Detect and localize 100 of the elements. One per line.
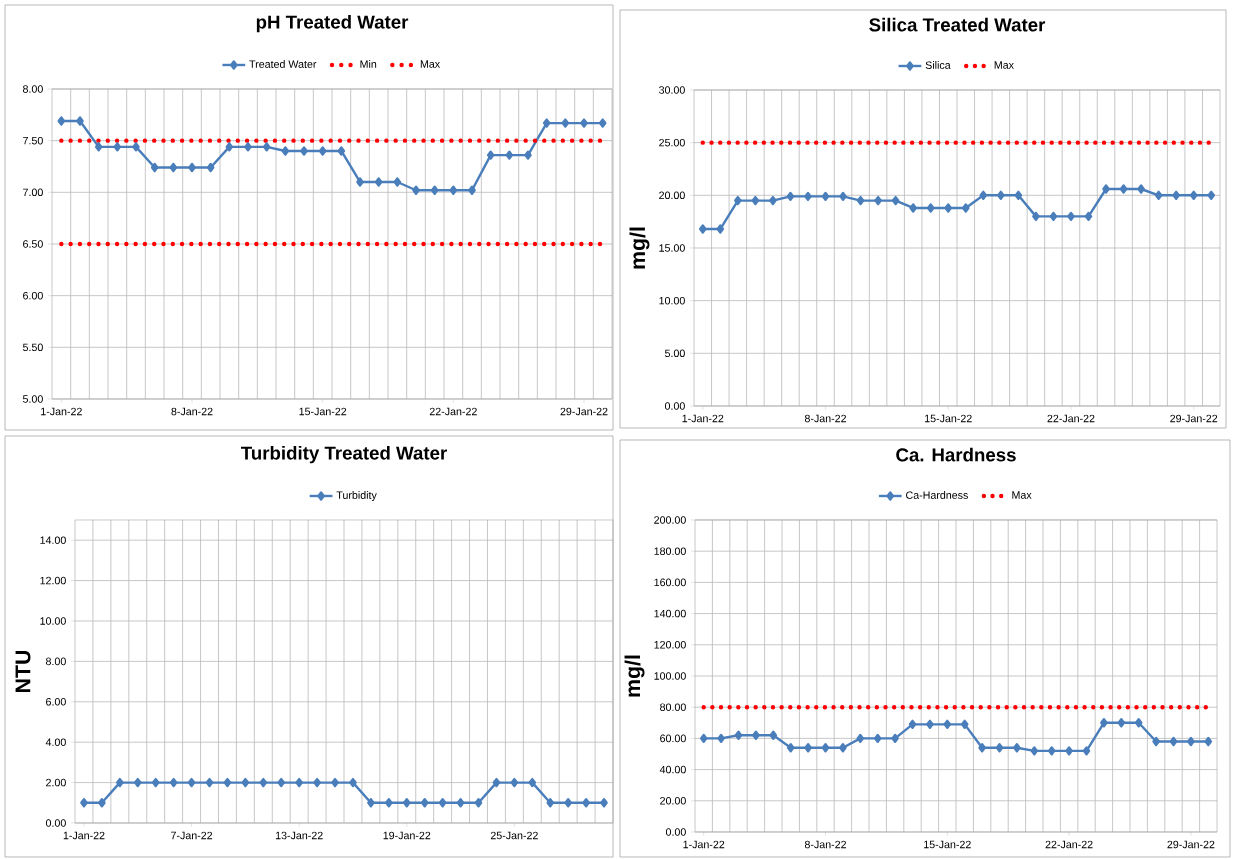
y-tick-label: 0.00 [665,828,686,836]
point [468,185,476,195]
point [1117,718,1126,728]
y-tick-label: 160.00 [654,578,686,587]
y-tick-label: 20.00 [660,797,686,805]
point [908,719,917,730]
x-tick-label: 15-Jan-22 [299,407,347,416]
point [734,195,742,206]
point [1137,184,1145,194]
point [734,730,743,740]
point [960,719,969,730]
point [1030,746,1039,756]
point [752,730,760,740]
point [1187,736,1195,747]
y-tick-label: 20.00 [659,191,685,200]
y-tick-label: 60.00 [660,734,686,743]
point [1082,746,1091,756]
point [961,203,970,213]
point [225,142,234,152]
point [1152,736,1160,747]
point [856,195,865,206]
x-tick-label: 13-Jan-22 [275,831,323,840]
y-axis-title: NTU [15,650,31,692]
y-tick-label: 4.00 [45,738,66,746]
x-tick-label: 29-Jan-22 [560,407,608,416]
x-tick-label: 29-Jan-22 [1167,840,1215,849]
x-tick-label: 19-Jan-22 [383,831,431,840]
point [486,150,495,160]
x-tick-label: 15-Jan-22 [924,840,971,849]
point [786,743,795,753]
point [1065,746,1073,756]
y-tick-label: 100.00 [654,672,686,680]
point [1067,211,1075,222]
point [1014,190,1023,200]
point [580,118,588,128]
legend-label: Turbidity [336,491,377,502]
y-tick-label: 30.00 [659,86,685,94]
point [804,743,812,753]
y-tick-label: 14.00 [40,536,66,544]
point [337,146,346,156]
point [839,191,847,202]
point [1013,743,1021,753]
point [262,142,271,152]
point [524,150,532,160]
point [1169,736,1178,747]
point [717,733,725,744]
point [698,224,707,234]
chart-title: Ca. Hardness [896,447,1016,462]
point [113,142,122,152]
point [1102,184,1110,194]
point [1207,190,1216,200]
y-tick-label: 10.00 [40,617,66,625]
y-tick-label: 7.50 [23,136,43,145]
point [699,733,708,744]
y-tick-label: 10.00 [659,296,685,305]
point [1154,190,1163,200]
x-tick-label: 1-Jan-22 [683,840,725,849]
x-tick-label: 29-Jan-22 [1170,414,1218,423]
point [505,150,514,160]
y-tick-label: 7.00 [23,188,43,197]
point [76,116,84,126]
x-tick-label: 1-Jan-22 [63,831,105,840]
point [94,142,103,152]
point [300,146,308,156]
point [1134,718,1143,728]
point [769,730,778,740]
y-tick-label: 200.00 [654,516,686,524]
point [891,195,900,206]
point [995,743,1004,753]
y-tick-label: 6.00 [23,291,43,300]
point [169,162,178,173]
x-tick-label: 8-Jan-22 [804,414,847,423]
y-tick-label: 5.00 [22,395,43,403]
point [891,733,899,744]
point [1189,190,1198,200]
legend-label: Max [420,60,440,68]
point [1204,736,1213,747]
point [393,177,402,187]
point [1100,718,1108,728]
point [1049,211,1058,222]
point [430,185,439,195]
y-tick-label: 140.00 [654,609,686,618]
point [1032,211,1040,222]
point [598,118,607,128]
point [821,191,830,202]
legend-label: Ca-Hardness [906,491,968,499]
x-tick-label: 8-Jan-22 [171,407,213,416]
point [356,177,364,187]
point [874,195,882,206]
chart-title: Silica Treated Water [869,17,1046,32]
point [1047,746,1056,756]
legend-label: Max [994,61,1014,69]
y-tick-label: 12.00 [40,576,66,585]
y-tick-label: 2.00 [46,778,66,787]
chart-title: Turbidity Treated Water [241,445,447,464]
x-tick-label: 7-Jan-22 [171,831,213,840]
y-tick-label: 80.00 [660,703,686,711]
point [132,142,140,152]
point [188,162,196,173]
point [1119,184,1128,194]
